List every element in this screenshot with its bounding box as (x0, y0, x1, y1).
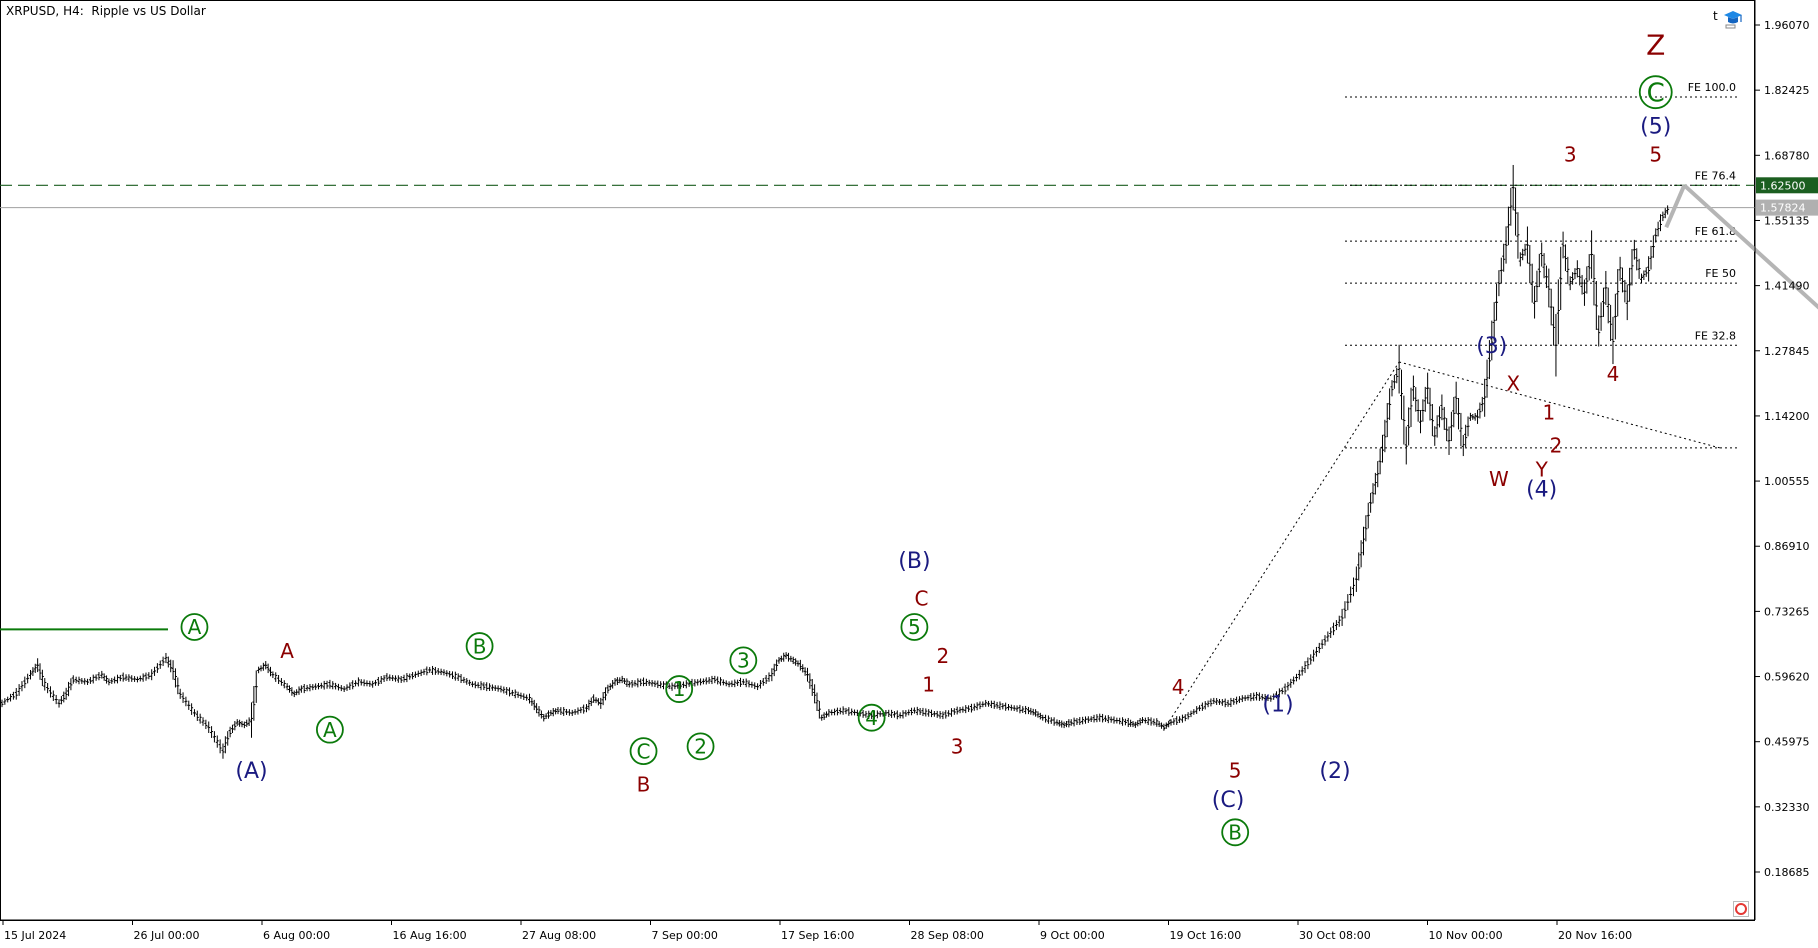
current-price-tag (1756, 199, 1818, 216)
wave-label: 4 (865, 706, 878, 730)
wave-label: 4 (1607, 362, 1620, 386)
fib-extension-layer: FE 100.0 FE 76.4 FE 61.8 FE 50 FE 32.8 (1163, 81, 1818, 730)
wave-label: 3 (951, 735, 964, 759)
circle-o-icon[interactable] (1733, 901, 1749, 917)
x-tick-label: 28 Sep 08:00 (911, 929, 984, 942)
price-bars-layer (0, 164, 1670, 759)
x-tick-label: 10 Nov 00:00 (1429, 929, 1503, 942)
x-tick-label: 30 Oct 08:00 (1299, 929, 1371, 942)
resistance-price-text: 1.62500 (1760, 179, 1806, 192)
chart-frame (0, 0, 1755, 921)
wave-label-circle (629, 737, 658, 766)
wave-label: 5 (1229, 758, 1242, 782)
tools-letter[interactable]: t (1713, 9, 1718, 23)
y-tick-label: 0.73265 (1764, 605, 1810, 618)
wave-label-circle (729, 646, 758, 675)
wave-label: (3) (1476, 334, 1507, 359)
wave-label: 2 (1550, 434, 1563, 458)
x-tick-label: 9 Oct 00:00 (1040, 929, 1105, 942)
y-tick-label: 1.82425 (1764, 84, 1810, 97)
wave-label: (4) (1526, 477, 1557, 502)
wave-label: Z (1646, 29, 1665, 62)
y-tick-label: 1.14200 (1764, 410, 1810, 423)
wave-label-circle (1221, 818, 1250, 847)
wave-label-circle (686, 732, 715, 761)
fib-label: FE 100.0 (1688, 81, 1736, 94)
graduation-cap-icon[interactable] (1722, 7, 1744, 29)
wave-label: (A) (235, 759, 267, 784)
wave-label: 3 (737, 649, 750, 673)
wave-label: 5 (908, 615, 921, 639)
x-tick-label: 16 Aug 16:00 (393, 929, 467, 942)
y-tick-label: 0.45975 (1764, 736, 1810, 749)
x-tick-label: 7 Sep 00:00 (652, 929, 718, 942)
x-tick-label: 15 Jul 2024 (4, 929, 66, 942)
wave-label-circle (465, 632, 494, 660)
wave-label: C (1647, 79, 1665, 109)
wave-label: (B) (898, 549, 930, 574)
fib-label: FE 32.8 (1695, 329, 1736, 342)
wave-label: B (1228, 820, 1242, 844)
x-tick-label: 27 Aug 08:00 (522, 929, 596, 942)
wave-label-circle (900, 613, 929, 641)
wave-label: 1 (922, 672, 935, 696)
wave-label: (1) (1262, 692, 1293, 717)
chart-title: XRPUSD, H4: Ripple vs US Dollar (6, 4, 206, 18)
wave-label: 4 (1172, 675, 1185, 699)
y-tick-label: 1.55135 (1764, 214, 1810, 227)
wave-label-circle (1638, 75, 1673, 110)
triangle-line (1398, 361, 1721, 449)
wave-label-circle (315, 715, 344, 744)
x-tick-label: 17 Sep 16:00 (781, 929, 854, 942)
y-tick-label: 0.59620 (1764, 671, 1810, 684)
y-tick-label: 1.96070 (1764, 19, 1810, 32)
y-tick-label: 1.00555 (1764, 475, 1810, 488)
time-axis[interactable]: 15 Jul 2024 26 Jul 00:00 6 Aug 00:00 16 Aug… (0, 919, 1755, 942)
y-tick-label: 1.41490 (1764, 280, 1810, 293)
guide-lines-layer (0, 184, 1755, 631)
price-axis[interactable]: 1.96070 1.82425 1.68780 1.55135 1.41490 1.278… (1754, 0, 1818, 920)
y-tick-label: 1.68780 (1764, 149, 1810, 162)
wave-label-circle (665, 675, 694, 703)
y-tick-label: 0.86910 (1764, 540, 1810, 553)
x-tick-label: 20 Nov 16:00 (1558, 929, 1632, 942)
wave-label: C (637, 739, 651, 763)
wave-label: B (637, 773, 651, 797)
wave-label: (5) (1640, 115, 1671, 140)
wave-label: Y (1535, 458, 1549, 482)
wave-label-circle (180, 613, 209, 641)
wave-label-circle (857, 703, 886, 732)
wave-label: 5 (1649, 142, 1662, 166)
wave-label: 2 (937, 644, 950, 668)
y-tick-label: 1.27845 (1764, 345, 1810, 358)
x-tick-label: 26 Jul 00:00 (134, 929, 200, 942)
wave-label: (2) (1319, 759, 1350, 784)
wave-label: A (280, 639, 294, 663)
wave-label: W (1489, 467, 1509, 491)
wave-label: A (323, 718, 337, 742)
wave-label: X (1506, 372, 1520, 396)
resistance-price-tag (1756, 177, 1818, 194)
wave-label: 1 (673, 677, 686, 701)
wave-label: A (188, 615, 202, 639)
wave-label: (C) (1212, 788, 1245, 813)
projection-arrow-start (1664, 184, 1687, 229)
wave-label: 3 (1564, 142, 1577, 166)
projection-arrow (1682, 183, 1818, 310)
wave-label: C (915, 587, 929, 611)
x-tick-label: 6 Aug 00:00 (263, 929, 330, 942)
fib-label: FE 61.8 (1695, 225, 1736, 238)
fib-label: FE 50 (1705, 267, 1736, 280)
wave-label: 2 (694, 735, 707, 759)
wave-label: 1 (1542, 400, 1555, 424)
current-price-text: 1.57824 (1760, 202, 1806, 215)
x-tick-label: 19 Oct 16:00 (1170, 929, 1242, 942)
y-tick-label: 0.32330 (1764, 801, 1810, 814)
fib-label: FE 76.4 (1695, 169, 1736, 182)
wave-label: B (473, 634, 487, 658)
y-tick-label: 0.18685 (1764, 866, 1810, 879)
